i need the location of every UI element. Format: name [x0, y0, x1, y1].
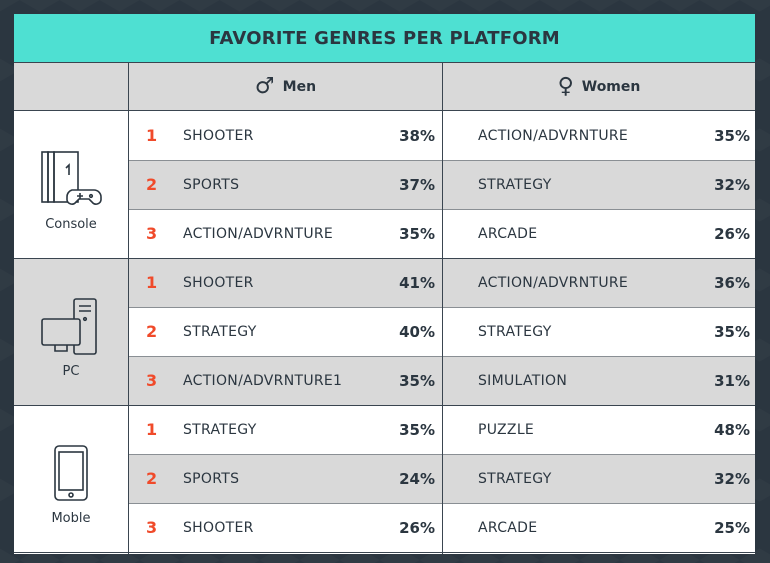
rank-number: 1: [146, 420, 158, 439]
men-genre: SHOOTER: [183, 275, 254, 291]
women-column-label: Women: [581, 78, 641, 95]
rank-number: 2: [146, 469, 158, 488]
rank-number: 3: [146, 518, 158, 537]
women-genre: SIMULATION: [478, 373, 568, 389]
women-genre: ACTION/ADVRNTURE: [478, 128, 629, 144]
women-genre: ACTION/ADVRNTURE: [478, 275, 629, 291]
men-percent: 37%: [399, 176, 435, 194]
rank-number: 1: [146, 126, 158, 145]
column-divider: [128, 63, 129, 554]
women-genre: ARCADE: [478, 226, 538, 242]
men-genre: SHOOTER: [183, 128, 254, 144]
men-percent: 35%: [399, 372, 435, 390]
rank-number: 3: [146, 371, 158, 390]
corner-header-cell: [14, 63, 128, 111]
men-genre: STRATEGY: [183, 324, 257, 340]
men-genre: SHOOTER: [183, 520, 254, 536]
rank-number: 3: [146, 224, 158, 243]
column-divider: [442, 63, 443, 554]
women-genre: ARCADE: [478, 520, 538, 536]
women-genre: PUZZLE: [478, 422, 535, 438]
men-percent: 26%: [399, 519, 435, 537]
women-percent: 35%: [714, 323, 750, 341]
women-percent: 31%: [714, 372, 750, 390]
men-genre: ACTION/ADVRNTURE: [183, 226, 334, 242]
women-percent: 32%: [714, 176, 750, 194]
women-percent: 35%: [714, 127, 750, 145]
platform-name: PC: [62, 364, 80, 379]
men-column-label: Men: [282, 78, 317, 95]
platform-cell-console: Console: [14, 112, 128, 259]
female-symbol-icon: ♀: [557, 73, 574, 99]
men-percent: 24%: [399, 470, 435, 488]
men-percent: 35%: [399, 225, 435, 243]
women-percent: 32%: [714, 470, 750, 488]
men-percent: 35%: [399, 421, 435, 439]
men-column-header: ♂ Men: [129, 63, 442, 111]
male-symbol-icon: ♂: [254, 73, 275, 99]
women-genre: STRATEGY: [478, 177, 552, 193]
men-percent: 40%: [399, 323, 435, 341]
table-title: FAVORITE GENRES PER PLATFORM: [14, 14, 755, 63]
men-genre: ACTION/ADVRNTURE1: [183, 373, 343, 389]
platform-name: Console: [45, 217, 97, 232]
platform-cell-moble: Moble: [14, 406, 128, 553]
men-genre: SPORTS: [183, 471, 240, 487]
platform-name: Moble: [51, 511, 91, 526]
men-genre: SPORTS: [183, 177, 240, 193]
platform-cell-pc: PC: [14, 259, 128, 406]
women-genre: STRATEGY: [478, 324, 552, 340]
men-genre: STRATEGY: [183, 422, 257, 438]
women-percent: 25%: [714, 519, 750, 537]
women-percent: 26%: [714, 225, 750, 243]
rank-number: 1: [146, 273, 158, 292]
rank-number: 2: [146, 175, 158, 194]
rank-number: 2: [146, 322, 158, 341]
men-percent: 41%: [399, 274, 435, 292]
women-column-header: ♀ Women: [443, 63, 755, 111]
genres-table-card: FAVORITE GENRES PER PLATFORM ♂ Men ♀ Wom…: [14, 14, 755, 554]
women-genre: STRATEGY: [478, 471, 552, 487]
women-percent: 36%: [714, 274, 750, 292]
women-percent: 48%: [714, 421, 750, 439]
men-percent: 38%: [399, 127, 435, 145]
